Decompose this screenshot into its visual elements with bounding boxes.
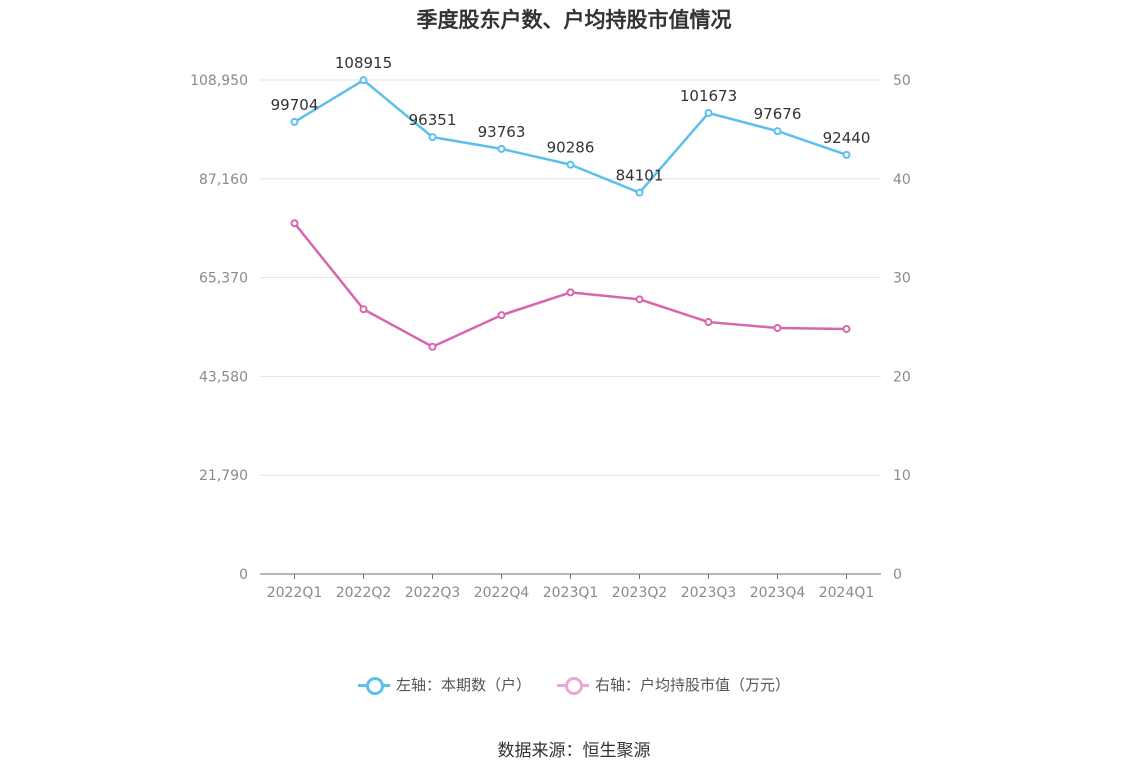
- x-tick-label: 2024Q1: [819, 585, 875, 601]
- data-point-right: [704, 318, 713, 327]
- legend-item-right-series[interactable]: 右轴：户均持股市值（万元）: [557, 674, 790, 695]
- data-point-left: [428, 133, 437, 142]
- series-line-right: [293, 222, 847, 349]
- y-right-tick-label: 30: [893, 271, 911, 287]
- legend-item-left-series[interactable]: 左轴：本期数（户）: [357, 674, 531, 695]
- series-line-left: [293, 78, 847, 194]
- data-point-left: [635, 188, 644, 197]
- x-tick-label: 2022Q3: [405, 585, 461, 601]
- data-point-right: [566, 288, 575, 297]
- data-source-note: 数据来源：恒生聚源: [497, 741, 651, 761]
- y-left-tick-label: 87,160: [199, 172, 248, 188]
- data-point-left: [497, 144, 506, 153]
- data-point-right: [497, 311, 506, 320]
- y-left-tick-label: 21,790: [199, 468, 248, 484]
- data-point-left: [359, 76, 368, 85]
- data-point-right: [290, 219, 299, 228]
- data-label: 90286: [547, 139, 595, 157]
- data-point-right: [773, 323, 782, 332]
- data-label: 97676: [754, 105, 802, 123]
- y-left-tick-label: 43,580: [199, 369, 248, 385]
- data-point-left: [290, 117, 299, 126]
- legend-label-left: 左轴：本期数（户）: [395, 676, 531, 694]
- legend-label-right: 右轴：户均持股市值（万元）: [595, 676, 791, 694]
- data-label: 84101: [616, 167, 664, 185]
- data-point-right: [359, 305, 368, 314]
- x-tick-label: 2022Q1: [267, 585, 323, 601]
- x-tick-label: 2023Q1: [543, 585, 599, 601]
- y-left-tick-label: 108,950: [190, 73, 248, 89]
- legend-swatch-left: [357, 675, 390, 695]
- data-point-right: [842, 324, 851, 333]
- data-point-left: [566, 160, 575, 169]
- y-left-tick-label: 0: [239, 567, 248, 583]
- y-right-tick-label: 50: [893, 73, 911, 89]
- x-tick-label: 2022Q2: [336, 585, 392, 601]
- y-right-tick-label: 40: [893, 172, 911, 188]
- data-label: 101673: [680, 87, 737, 105]
- data-point-left: [704, 108, 713, 117]
- data-point-right: [428, 342, 437, 351]
- data-point-right: [635, 295, 644, 304]
- chart-title: 季度股东户数、户均持股市值情况: [416, 8, 732, 32]
- y-right-tick-label: 20: [893, 369, 911, 385]
- x-tick-label: 2023Q3: [681, 585, 737, 601]
- data-point-left: [773, 127, 782, 136]
- x-tick-label: 2022Q4: [474, 585, 530, 601]
- y-left-tick-label: 65,370: [199, 271, 248, 287]
- data-label: 96351: [409, 111, 457, 129]
- data-point-left: [842, 150, 851, 159]
- y-right-tick-label: 0: [893, 567, 902, 583]
- data-label: 99704: [271, 96, 319, 114]
- x-tick-label: 2023Q2: [612, 585, 668, 601]
- y-right-tick-label: 10: [893, 468, 911, 484]
- legend-swatch-right: [557, 675, 589, 695]
- data-label: 108915: [335, 54, 392, 72]
- data-label: 93763: [478, 123, 526, 141]
- legend: 左轴：本期数（户） 右轴：户均持股市值（万元）: [0, 674, 1148, 695]
- x-tick-label: 2023Q4: [750, 585, 806, 601]
- data-label: 92440: [823, 129, 871, 147]
